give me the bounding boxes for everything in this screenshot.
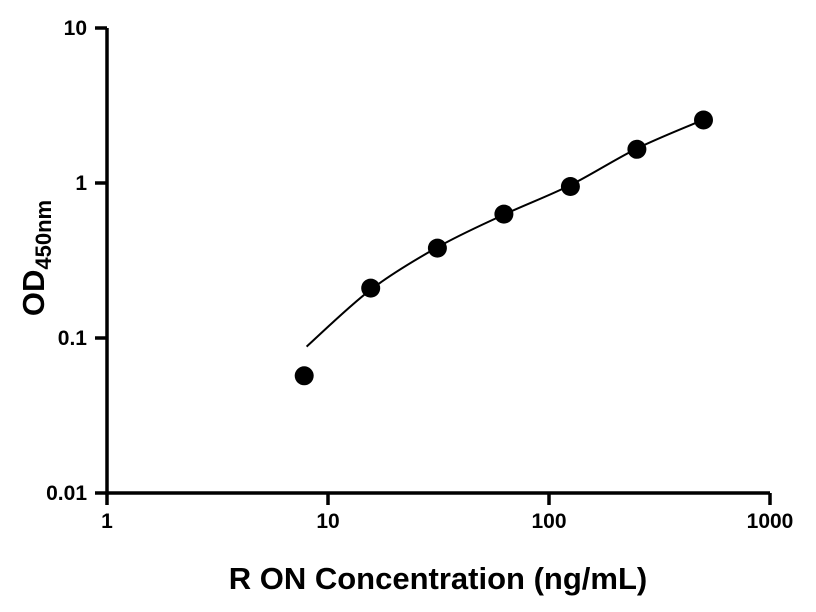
y-axis-title-sub: 450nm (31, 200, 56, 270)
data-point (627, 139, 647, 159)
y-axis-title-main: OD (16, 270, 51, 317)
x-axis-tick-label: 100 (531, 510, 566, 533)
data-point (694, 110, 713, 130)
y-axis-tick-label: 0.01 (46, 482, 87, 505)
x-axis-title: R ON Concentration (ng/mL) (229, 561, 647, 596)
y-axis-tick-label: 1 (75, 172, 87, 195)
data-point (294, 366, 314, 386)
x-axis-tick-label: 1000 (747, 510, 794, 533)
y-axis-tick-label: 10 (64, 17, 87, 40)
x-axis-tick-label: 10 (316, 510, 339, 533)
data-point (361, 278, 381, 298)
data-point (427, 238, 447, 258)
y-axis-tick-label: 0.1 (58, 327, 88, 350)
axis-spines (105, 28, 770, 495)
chart-layers: 1 10 100 1000 0.01 0.1 1 10 (46, 17, 793, 533)
data-point (494, 204, 514, 224)
x-axis-tick-label: 1 (101, 510, 113, 533)
y-axis-title: OD450nm (16, 200, 56, 316)
data-point (560, 177, 580, 196)
